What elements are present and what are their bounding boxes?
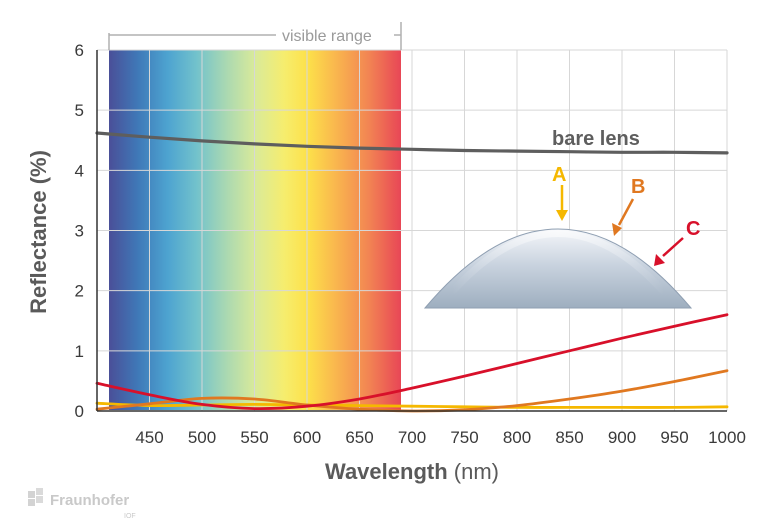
series-line-bare-lens	[95, 131, 729, 155]
x-tick-label: 550	[240, 428, 268, 447]
x-tick-label: 800	[503, 428, 531, 447]
annotation-C: C	[654, 218, 700, 266]
x-tick-label: 500	[188, 428, 216, 447]
x-tick-label: 950	[660, 428, 688, 447]
x-tick-label: 450	[135, 428, 163, 447]
lens-shape	[423, 228, 693, 309]
y-tick-label: 2	[75, 282, 84, 301]
lens-illustration	[423, 228, 693, 309]
y-tick-label: 3	[75, 222, 84, 241]
x-tick-label: 700	[398, 428, 426, 447]
visible-range-bracket: visible range	[108, 22, 402, 50]
x-tick-label: 600	[293, 428, 321, 447]
visible-range-label: visible range	[282, 28, 372, 45]
label-C: C	[686, 218, 700, 240]
x-tick-label: 650	[345, 428, 373, 447]
bare-lens-label: bare lens	[552, 128, 640, 150]
axes	[96, 50, 727, 412]
x-axis-title: Wavelength (nm)	[325, 459, 499, 484]
y-tick-label: 0	[75, 402, 84, 421]
y-axis-title: Reflectance (%)	[26, 150, 51, 314]
fraunhofer-logo: Fraunhofer IOF	[28, 488, 136, 520]
label-A: A	[552, 164, 566, 186]
x-tick-label: 850	[555, 428, 583, 447]
x-tick-label: 1000	[708, 428, 746, 447]
y-tick-label: 4	[75, 161, 84, 180]
y-tick-label: 6	[75, 41, 84, 60]
annotation-B: B	[612, 176, 645, 236]
x-tick-label: 750	[450, 428, 478, 447]
x-axis-title-main: Wavelength	[325, 459, 448, 484]
y-tick-label: 1	[75, 342, 84, 361]
y-tick-label: 5	[75, 101, 84, 120]
label-B: B	[631, 176, 645, 198]
logo-subtext: IOF	[124, 513, 136, 520]
logo-text: Fraunhofer	[50, 492, 129, 509]
x-axis-unit: (nm)	[454, 459, 499, 484]
x-axis-ticks: 450 500 550 600 650 700 750 800 850 900 950 1000	[135, 428, 746, 447]
y-axis-ticks: 0 1 2 3 4 5 6	[75, 41, 84, 421]
x-tick-label: 900	[608, 428, 636, 447]
annotation-A: A	[552, 164, 568, 221]
series-line-c	[95, 313, 729, 411]
grid-lines	[97, 49, 728, 411]
